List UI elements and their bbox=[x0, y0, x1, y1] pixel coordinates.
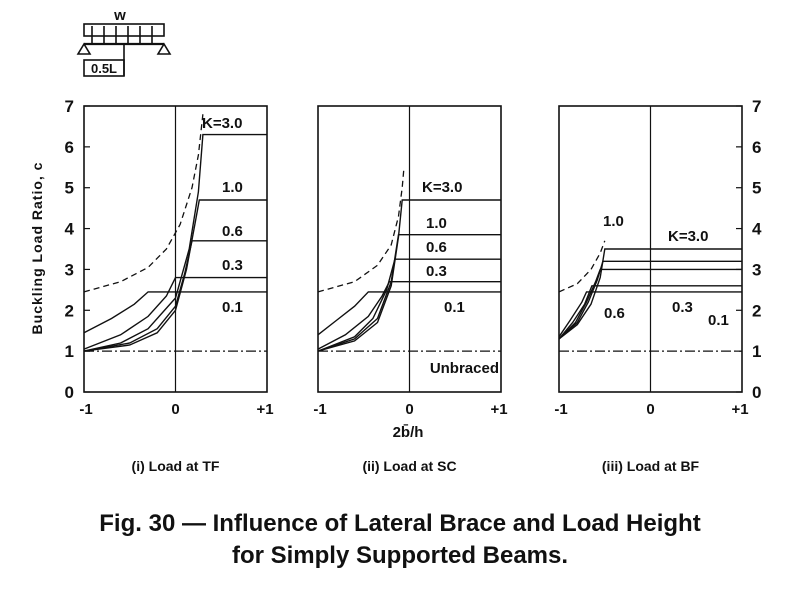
y-tick-label: 3 bbox=[65, 260, 74, 279]
x-tick-label: 0 bbox=[405, 401, 413, 418]
series-label: K=3.0 bbox=[422, 179, 462, 196]
x-tick-label: +1 bbox=[731, 401, 748, 418]
chart-panel-1: 0 1 2 3 4 5 6 7 -1 0 +1 K=3.0 1.0 0.6 0.3 0.1 (i) Load a… bbox=[65, 97, 274, 474]
left-support-icon bbox=[76, 42, 92, 55]
right-support-icon bbox=[156, 42, 172, 55]
series-label: 0.6 bbox=[222, 223, 243, 240]
series-label: K=3.0 bbox=[202, 115, 242, 132]
panel-subtitle: (ii) Load at SC bbox=[362, 458, 456, 474]
series-line bbox=[317, 233, 501, 352]
series-line bbox=[558, 291, 742, 338]
y-tick-right-label: 1 bbox=[752, 342, 761, 361]
series-label: 0.1 bbox=[222, 299, 243, 316]
series-label: 1.0 bbox=[603, 213, 624, 230]
x-tick-label: 0 bbox=[171, 401, 179, 418]
series-line bbox=[83, 133, 267, 352]
series-label: 1.0 bbox=[222, 179, 243, 196]
chart-panel-2: -1 0 +1 K=3.0 1.0 0.6 0.3 0.1 Unbraced (ii) Load … bbox=[313, 105, 508, 474]
panel-subtitle: (i) Load at TF bbox=[132, 458, 220, 474]
series-line bbox=[558, 248, 742, 340]
x-axis-label: 2b̄/h bbox=[393, 423, 424, 441]
y-axis-label: Buckling Load Ratio, c bbox=[29, 162, 45, 335]
figure-caption: Fig. 30 — Influence of Lateral Brace and… bbox=[0, 508, 800, 572]
envelope-curve bbox=[317, 167, 405, 293]
y-tick-label: 6 bbox=[65, 138, 74, 157]
series-line bbox=[317, 291, 501, 336]
x-tick-label: +1 bbox=[256, 401, 273, 418]
unbraced-label: Unbraced bbox=[430, 360, 499, 377]
series-label: 0.6 bbox=[426, 239, 447, 256]
y-tick-right-label: 3 bbox=[752, 260, 761, 279]
caption-line-1: Fig. 30 — Influence of Lateral Brace and… bbox=[99, 510, 701, 537]
distributed-load-block bbox=[83, 23, 165, 37]
series-line bbox=[317, 199, 501, 352]
x-tick-label: -1 bbox=[313, 401, 326, 418]
beam-inset: w 0.5L bbox=[76, 7, 172, 77]
envelope-curve bbox=[558, 240, 606, 293]
series-line bbox=[83, 291, 267, 334]
y-tick-label: 7 bbox=[65, 97, 74, 116]
x-tick-label: 0 bbox=[646, 401, 654, 418]
series-line bbox=[558, 260, 742, 340]
series-label: 0.1 bbox=[708, 312, 729, 329]
load-arrows bbox=[91, 26, 153, 44]
series-label: K=3.0 bbox=[668, 228, 708, 245]
x-tick-label: -1 bbox=[79, 401, 92, 418]
series-line bbox=[317, 281, 501, 350]
caption-line-2: for Simply Supported Beams. bbox=[231, 542, 569, 569]
y-tick-right-label: 6 bbox=[752, 138, 761, 157]
series-line bbox=[558, 285, 742, 340]
series-line bbox=[317, 258, 501, 352]
y-tick-right-label: 4 bbox=[752, 220, 762, 239]
series-line bbox=[83, 276, 267, 350]
y-tick-label: 1 bbox=[65, 342, 74, 361]
series-label: 0.1 bbox=[444, 299, 465, 316]
series-label: 0.6 bbox=[604, 305, 625, 322]
series-label: 0.3 bbox=[672, 299, 693, 316]
y-tick-label: 5 bbox=[65, 179, 74, 198]
y-tick-right-label: 7 bbox=[752, 97, 761, 116]
y-tick-right-label: 2 bbox=[752, 301, 761, 320]
series-line bbox=[83, 199, 267, 352]
series-label: 0.3 bbox=[426, 263, 447, 280]
y-tick-right-label: 0 bbox=[752, 383, 761, 402]
x-tick-label: -1 bbox=[554, 401, 567, 418]
half-length-box bbox=[83, 59, 125, 77]
envelope-curve bbox=[83, 114, 204, 293]
load-label: w bbox=[113, 7, 126, 24]
half-length-label: 0.5L bbox=[91, 61, 117, 76]
panel-subtitle: (iii) Load at BF bbox=[602, 458, 700, 474]
y-tick-label: 4 bbox=[65, 220, 75, 239]
series-label: 1.0 bbox=[426, 215, 447, 232]
x-tick-label: +1 bbox=[490, 401, 507, 418]
series-label: 0.3 bbox=[222, 257, 243, 274]
y-tick-right-label: 5 bbox=[752, 179, 761, 198]
series-line bbox=[83, 240, 267, 352]
y-tick-label: 0 bbox=[65, 383, 74, 402]
y-tick-label: 2 bbox=[65, 301, 74, 320]
